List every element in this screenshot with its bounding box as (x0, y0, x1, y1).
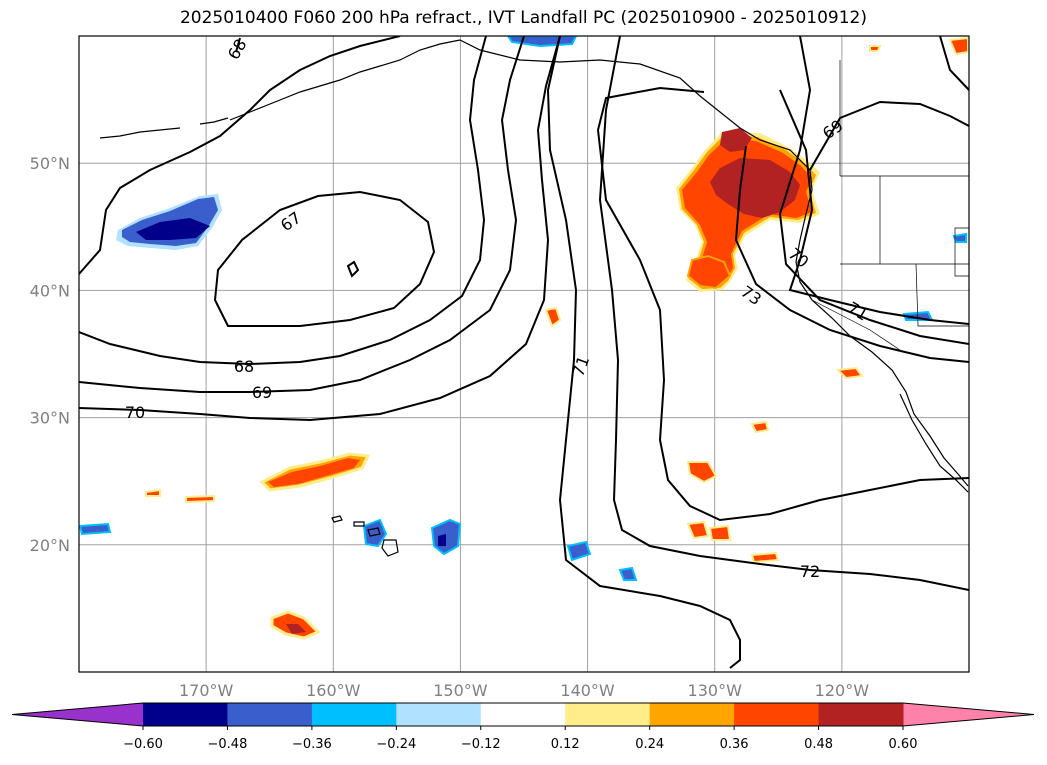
colorbar-tick-label-2: −0.36 (292, 737, 332, 752)
fill-region-neg-patch-8 (954, 234, 966, 242)
lon-label-4: 130°W (688, 681, 743, 700)
lon-label-5: 120°W (815, 681, 870, 700)
colorbar-tick-label-5: 0.12 (551, 737, 580, 752)
fill-region-neg-patch-5 (620, 568, 636, 580)
colorbar-tick-label-7: 0.36 (720, 737, 749, 752)
lon-label-2: 150°W (433, 681, 488, 700)
colorbar-segment-7 (650, 703, 735, 726)
longitude-labels: 170°W 160°W 150°W 140°W 130°W 120°W (179, 681, 869, 700)
colorbar-extend-low (12, 703, 143, 726)
colorbar-extend-high (903, 703, 1034, 726)
fill-region-coast-patch-8 (752, 553, 778, 562)
colorbar-segment-1 (143, 703, 228, 726)
colorbar-tick-label-6: 0.24 (635, 737, 664, 752)
colorbar-segment-4 (396, 703, 481, 726)
fill-region-neg-patch-1 (80, 524, 110, 534)
lon-label-3: 140°W (560, 681, 615, 700)
lat-label-3: 50°N (30, 154, 70, 173)
lat-label-1: 30°N (30, 409, 70, 428)
colorbar-segment-9 (819, 703, 904, 726)
contour-label-68: 68 (234, 357, 254, 376)
contour-label-70: 70 (125, 403, 145, 422)
colorbar-segment-8 (734, 703, 819, 726)
fill-region-subtropical-patch-2 (146, 490, 160, 496)
colorbar-tick-label-4: −0.12 (461, 737, 501, 752)
contour-label-72: 72 (800, 562, 820, 581)
colorbar: −0.60 −0.48 −0.36 −0.24 −0.12 0.12 0.24 0.36 0.4… (12, 703, 1034, 752)
colorbar-tick-label-3: −0.24 (376, 737, 416, 752)
fill-region-coast-patch-10 (870, 46, 880, 51)
fill-region-subtropical-patch-1 (186, 496, 214, 502)
colorbar-segment-5 (481, 703, 566, 726)
fill-region-neg-patch-3-core (438, 534, 446, 546)
lon-label-1: 160°W (306, 681, 361, 700)
lat-label-0: 20°N (30, 536, 70, 555)
fill-region-coast-patch-4 (752, 422, 768, 432)
colorbar-segment-6 (565, 703, 650, 726)
fill-region-coast-patch-7 (710, 526, 730, 540)
colorbar-tick-label-0: −0.60 (123, 737, 163, 752)
lat-label-2: 40°N (30, 281, 70, 300)
latitude-labels: 20°N 30°N 40°N 50°N (30, 154, 70, 555)
colorbar-segment-3 (312, 703, 397, 726)
colorbar-tick-label-1: −0.48 (208, 737, 248, 752)
lon-label-0: 170°W (179, 681, 234, 700)
colorbar-segment-2 (227, 703, 312, 726)
colorbar-tick-label-9: 0.60 (889, 737, 918, 752)
colorbar-tick-label-8: 0.48 (804, 737, 833, 752)
contour-label-69: 69 (252, 383, 272, 402)
